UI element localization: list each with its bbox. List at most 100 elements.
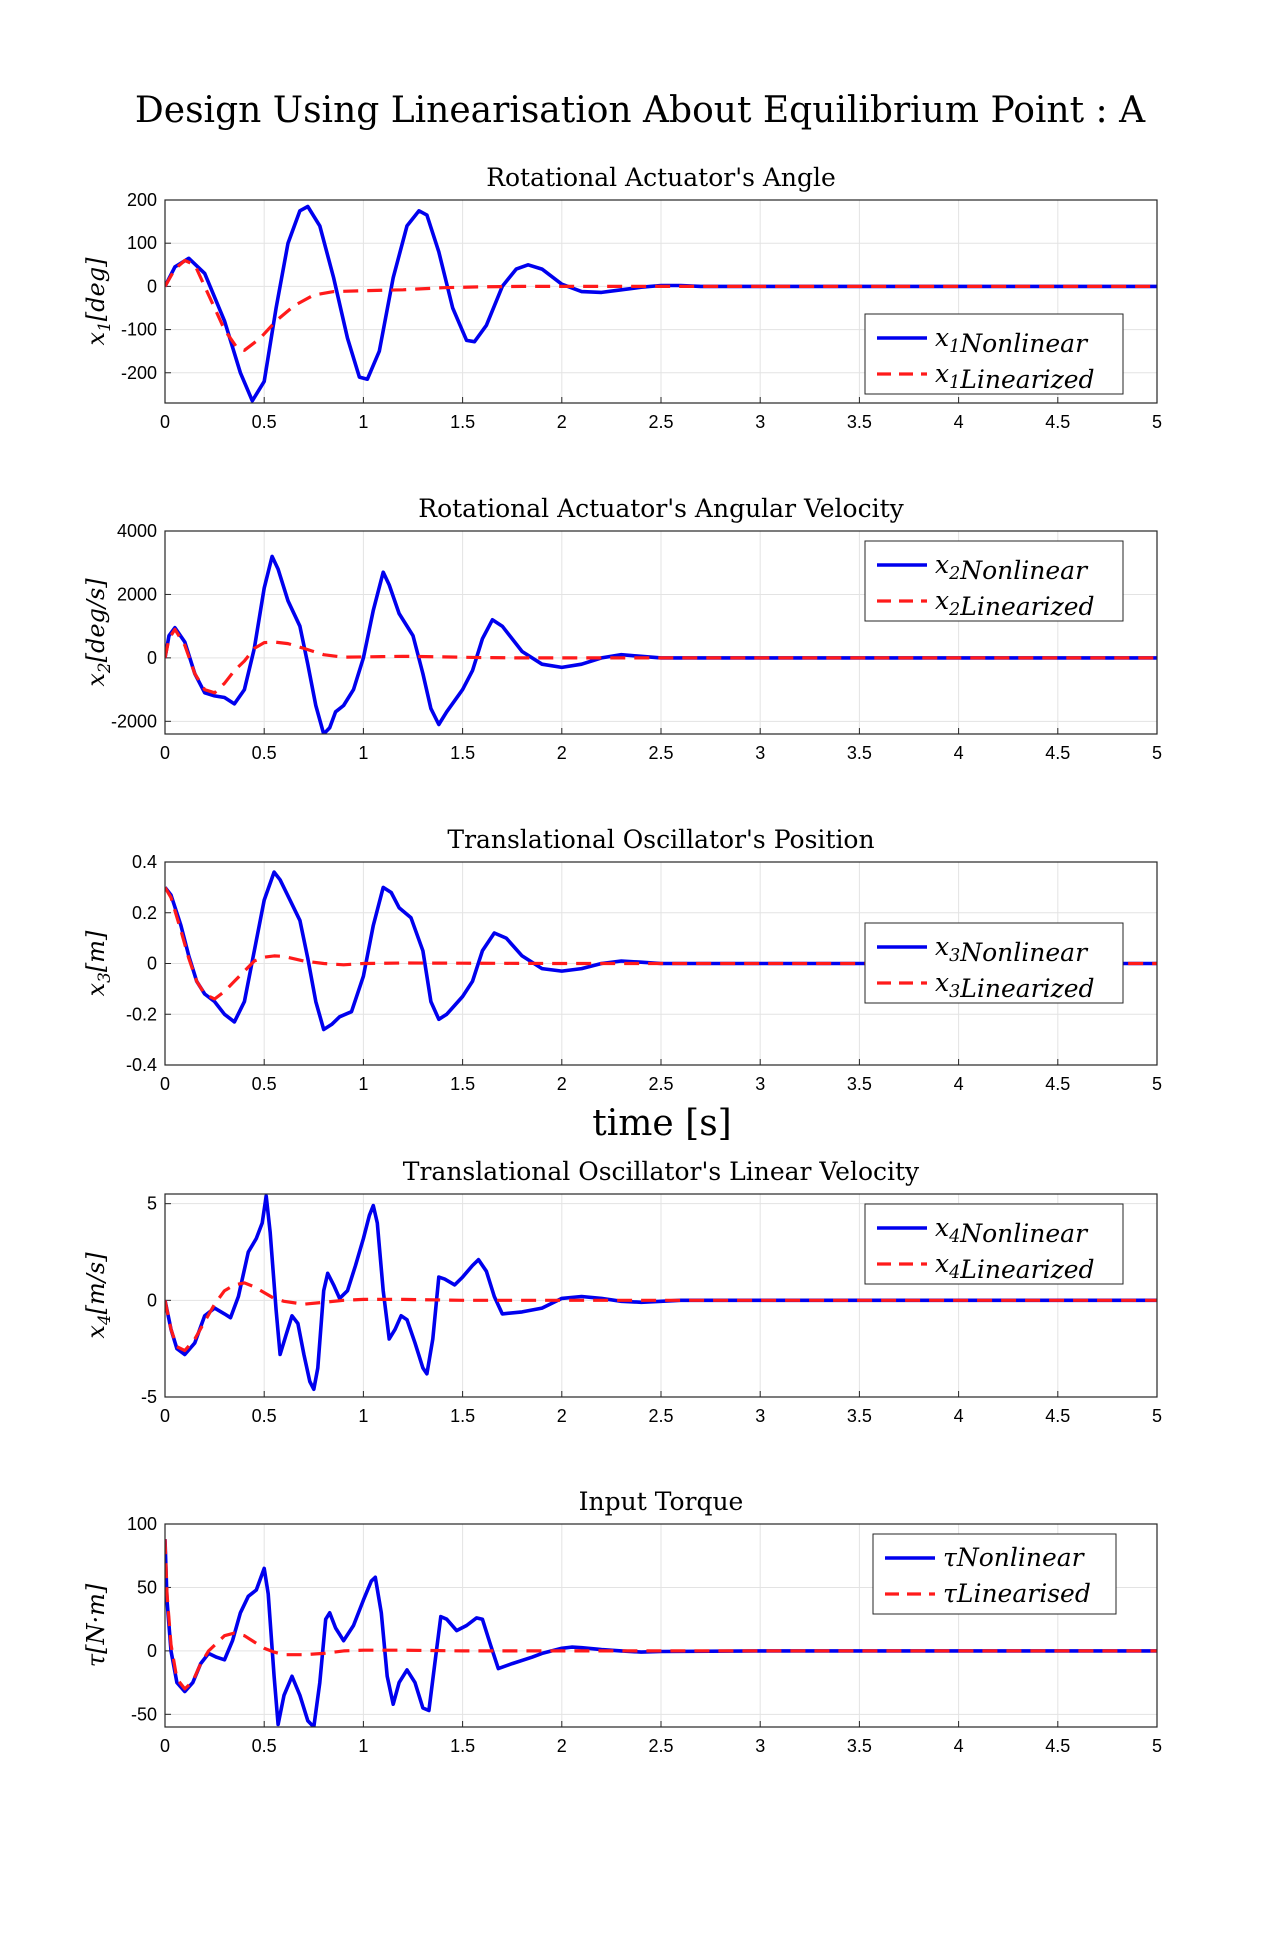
legend-label: x4Linearized <box>935 1249 1095 1284</box>
subplot-4: Translational Oscillator's Linear Veloci… <box>82 1157 1162 1426</box>
legend-box <box>864 313 1124 395</box>
subplot-title: Rotational Actuator's Angular Velocity <box>418 494 904 523</box>
subplot-3: Translational Oscillator's Position 0 0.5 1… <box>82 825 1162 1094</box>
x-tick-label: 0 <box>160 1406 170 1426</box>
series-group <box>165 1194 1157 1392</box>
x-tick-label: 3.5 <box>847 743 872 763</box>
x-tick-label: 3.5 <box>847 1736 872 1756</box>
series-group <box>165 870 1157 1032</box>
subplot-title: Translational Oscillator's Position <box>447 825 874 854</box>
x-tick-label: 4 <box>954 1736 964 1756</box>
y-tick-label: 0.4 <box>132 852 157 872</box>
series-group <box>165 1539 1157 1727</box>
x-tick-label: 0.5 <box>252 1736 277 1756</box>
y-tick-label: 0 <box>147 1290 157 1310</box>
x-tick-label: 4.5 <box>1045 743 1070 763</box>
legend-label: τNonlinear <box>943 1543 1086 1572</box>
shared-x-axis-label: time [s] <box>592 1103 731 1144</box>
x-tick-label: 3 <box>755 1736 765 1756</box>
x-tick-label: 1 <box>358 743 368 763</box>
legend-box <box>864 1203 1124 1285</box>
x-tick-label: 2 <box>557 1406 567 1426</box>
x-tick-label: 0.5 <box>252 412 277 432</box>
x-tick-label: 5 <box>1152 1074 1162 1094</box>
x-tick-label: 3 <box>755 412 765 432</box>
subplot-title: Rotational Actuator's Angle <box>486 163 836 192</box>
subplots: Rotational Actuator's Angle 0 0.5 1 1.5 2 2.5 3… <box>82 163 1162 1756</box>
x-tick-label: 5 <box>1152 1406 1162 1426</box>
series-group <box>165 554 1157 734</box>
axes-frame <box>164 1193 1158 1398</box>
x-tick-label: 3.5 <box>847 412 872 432</box>
y-tick-label: 0 <box>147 276 157 296</box>
legend-label: x3Linearized <box>935 968 1095 1003</box>
subplot-2: Rotational Actuator's Angular Velocity 0 0… <box>82 494 1162 763</box>
x-tick-label: 0 <box>160 412 170 432</box>
legend: τNonlinear τLinearised <box>872 1533 1117 1615</box>
x-tick-label: 1.5 <box>450 1406 475 1426</box>
y-tick-label: -50 <box>131 1704 157 1724</box>
axes-frame <box>164 199 1158 404</box>
x-tick-label: 2 <box>557 1074 567 1094</box>
x-tick-label: 4 <box>954 1406 964 1426</box>
x-tick-label: 1.5 <box>450 743 475 763</box>
axes-frame <box>164 1523 1158 1728</box>
x-tick-label: 1.5 <box>450 1074 475 1094</box>
subplot-title: Translational Oscillator's Linear Veloci… <box>403 1157 920 1186</box>
x-tick-label: 5 <box>1152 412 1162 432</box>
x-tick-label: 0.5 <box>252 1074 277 1094</box>
legend-label: x3Nonlinear <box>935 932 1089 967</box>
y-tick-label: 0.2 <box>132 903 157 923</box>
y-axis-label: x2[deg/s] <box>82 578 114 687</box>
subplot-1: Rotational Actuator's Angle 0 0.5 1 1.5 2 2.5 3… <box>82 163 1162 432</box>
x-tick-label: 0.5 <box>252 743 277 763</box>
figure-title: Design Using Linearisation About Equilib… <box>135 90 1146 131</box>
x-tick-label: 4.5 <box>1045 1406 1070 1426</box>
legend-box <box>864 922 1124 1004</box>
series-line-nonlinear <box>165 1194 1157 1392</box>
x-tick-label: 2 <box>557 412 567 432</box>
y-tick-label: -0.2 <box>126 1004 157 1024</box>
x-tick-label: 1.5 <box>450 412 475 432</box>
y-tick-label: 200 <box>127 190 157 210</box>
x-tick-label: 5 <box>1152 743 1162 763</box>
y-axis-label: x3[m] <box>82 930 114 996</box>
series-group <box>165 204 1157 403</box>
y-tick-label: -200 <box>121 363 157 383</box>
x-tick-label: 3 <box>755 743 765 763</box>
y-tick-label: 50 <box>137 1577 157 1597</box>
x-tick-label: 1 <box>358 1406 368 1426</box>
legend-label: x2Linearized <box>935 586 1095 621</box>
series-line-linearized <box>165 258 1157 352</box>
x-tick-label: 3.5 <box>847 1406 872 1426</box>
series-line-linearized <box>165 1281 1157 1353</box>
legend-label: x1Linearized <box>935 359 1095 394</box>
legend-label: x4Nonlinear <box>935 1213 1089 1248</box>
y-tick-label: 0 <box>147 954 157 974</box>
series-line-linearized <box>165 886 1157 1001</box>
y-tick-label: 0 <box>147 648 157 668</box>
x-tick-label: 5 <box>1152 1736 1162 1756</box>
series-line-nonlinear <box>165 1539 1157 1727</box>
x-tick-label: 1 <box>358 1736 368 1756</box>
y-tick-label: 4000 <box>117 521 157 541</box>
x-tick-label: 1 <box>358 412 368 432</box>
x-tick-label: 1 <box>358 1074 368 1094</box>
legend-box <box>872 1533 1117 1615</box>
y-axis-label: x1[deg] <box>82 257 114 346</box>
legend-label: τLinearised <box>943 1579 1091 1608</box>
y-tick-label: 100 <box>127 233 157 253</box>
legend-label: x2Nonlinear <box>935 550 1089 585</box>
x-tick-label: 0 <box>160 743 170 763</box>
x-tick-label: 4 <box>954 412 964 432</box>
x-tick-label: 3 <box>755 1406 765 1426</box>
x-tick-label: 4.5 <box>1045 1074 1070 1094</box>
x-tick-label: 2.5 <box>648 412 673 432</box>
y-axis-label: τ[N·m] <box>82 1583 110 1667</box>
x-tick-label: 0 <box>160 1074 170 1094</box>
